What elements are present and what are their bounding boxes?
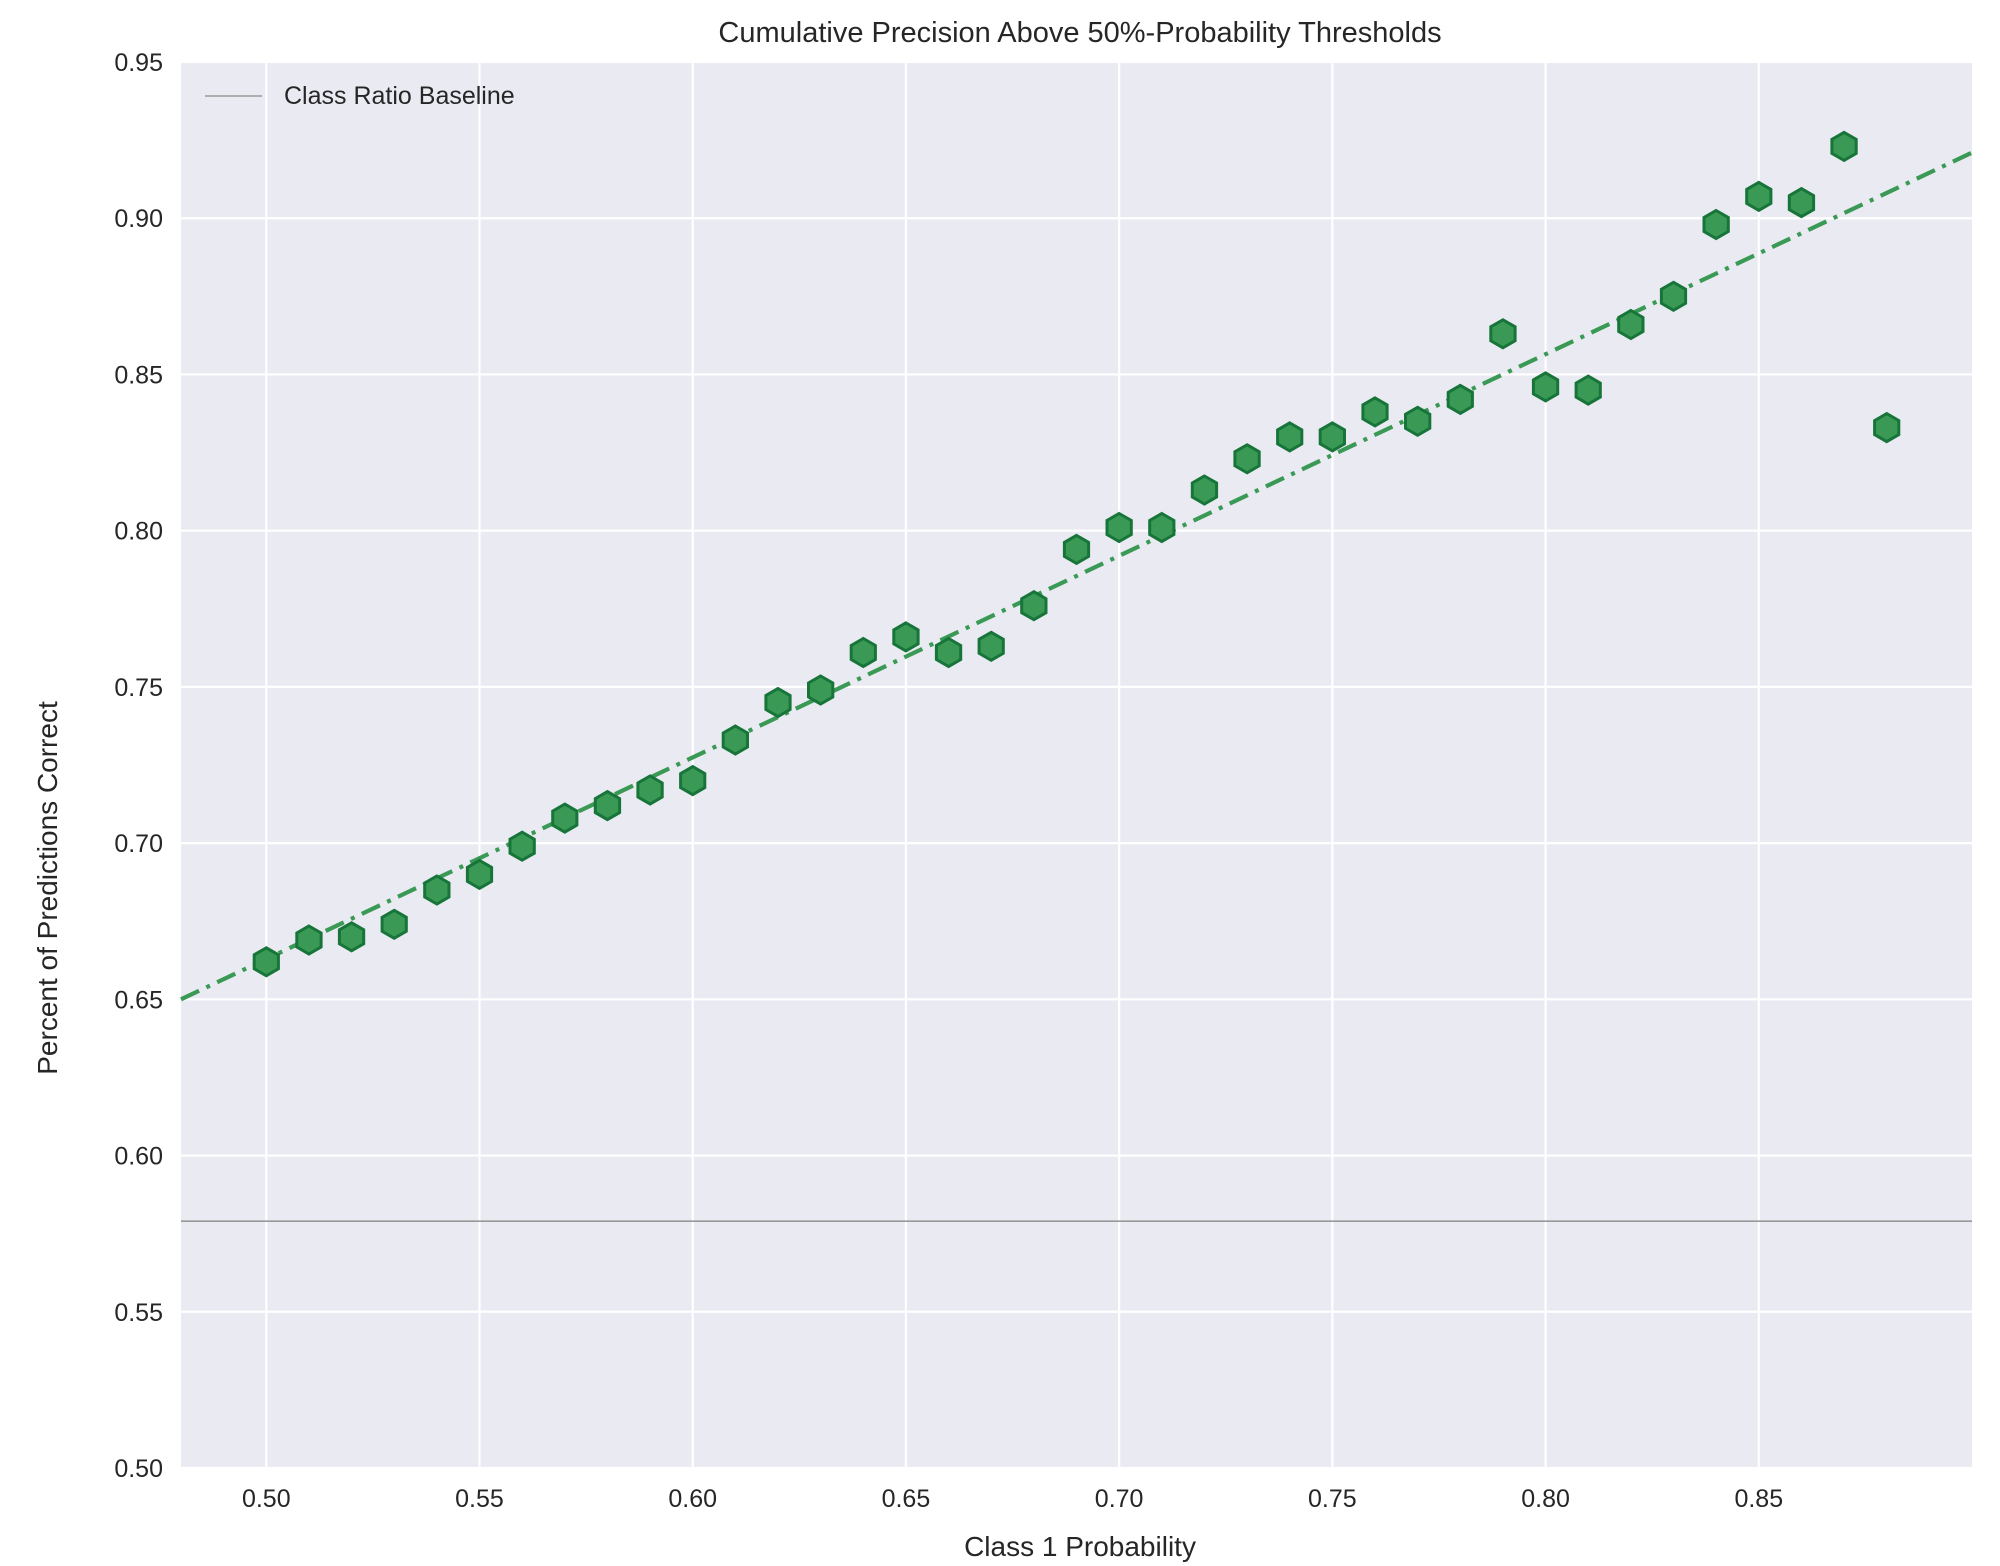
data-point [1276, 421, 1304, 453]
data-point [721, 724, 749, 756]
y-axis-label: Percent of Predictions Correct [32, 701, 63, 1075]
data-point [1318, 421, 1346, 453]
data-point [1020, 589, 1048, 622]
data-point [465, 858, 494, 891]
y-tick-label: 0.85 [114, 361, 163, 389]
data-point [337, 921, 366, 953]
y-tick-label: 0.90 [114, 205, 163, 233]
data-point [679, 764, 707, 797]
x-tick-labels: 0.50 0.55 0.60 0.65 0.70 0.75 0.80 0.85 [242, 1485, 1783, 1513]
chart-title: Cumulative Precision Above 50%-Probabili… [718, 17, 1441, 49]
data-point [1361, 396, 1389, 428]
x-tick-label: 0.75 [1308, 1485, 1357, 1513]
data-point [551, 802, 579, 834]
data-point [1148, 511, 1176, 544]
x-tick-label: 0.85 [1734, 1485, 1783, 1513]
data-point [977, 630, 1005, 663]
data-point [593, 789, 622, 822]
plot-area [181, 62, 1972, 1468]
data-point [380, 908, 408, 941]
y-tick-label: 0.65 [114, 986, 163, 1014]
y-tick-label: 0.70 [114, 830, 163, 858]
x-axis-label: Class 1 Probability [964, 1531, 1196, 1562]
y-tick-label: 0.60 [114, 1143, 163, 1171]
y-tick-label: 0.95 [114, 49, 163, 77]
x-tick-label: 0.50 [242, 1485, 291, 1513]
data-point [849, 636, 877, 669]
legend: Class Ratio Baseline [205, 82, 515, 110]
x-tick-label: 0.65 [882, 1485, 931, 1513]
x-tick-label: 0.60 [668, 1485, 717, 1513]
data-point [1745, 180, 1773, 213]
data-point [934, 636, 963, 669]
data-point [1446, 383, 1474, 416]
data-point [1190, 474, 1219, 506]
data-point [1531, 371, 1560, 403]
data-point [1659, 280, 1688, 313]
y-tick-label: 0.75 [114, 674, 163, 702]
y-tick-label: 0.55 [114, 1299, 163, 1327]
data-point [1830, 130, 1858, 163]
data-point [1702, 208, 1730, 241]
data-point [892, 621, 920, 653]
data-point [295, 924, 323, 956]
data-point [1105, 511, 1133, 544]
data-points [252, 130, 1901, 978]
x-tick-label: 0.55 [455, 1485, 504, 1513]
y-tick-label: 0.50 [114, 1455, 163, 1483]
data-point [1873, 411, 1901, 444]
data-point [764, 686, 792, 719]
data-point [636, 774, 664, 806]
data-point [1787, 186, 1816, 219]
data-point [423, 874, 451, 906]
data-point [1062, 533, 1091, 566]
data-point [508, 830, 536, 862]
y-tick-labels: 0.50 0.55 0.60 0.65 0.70 0.75 0.80 0.85 0.90 0.95 [114, 49, 163, 1483]
x-tick-label: 0.70 [1095, 1485, 1144, 1513]
data-point [1233, 443, 1261, 475]
data-point [1574, 374, 1602, 406]
data-point [807, 674, 835, 706]
x-tick-label: 0.80 [1521, 1485, 1570, 1513]
legend-baseline-label: Class Ratio Baseline [284, 82, 515, 110]
data-point [1617, 308, 1645, 341]
data-point [252, 946, 280, 978]
data-point [1404, 405, 1432, 438]
y-tick-label: 0.80 [114, 518, 163, 546]
data-point [1489, 318, 1517, 350]
